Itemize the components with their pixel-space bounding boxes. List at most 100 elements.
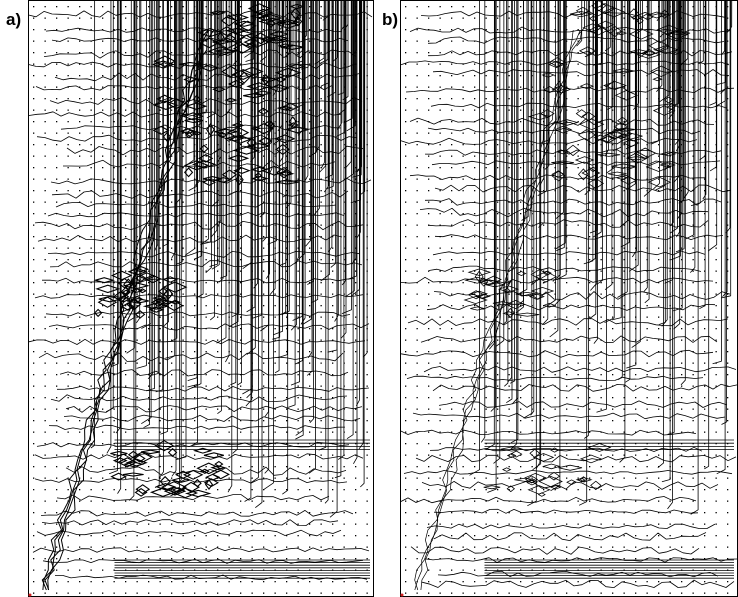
grid-dot: [182, 443, 184, 445]
grid-dot: [692, 351, 694, 353]
grid-dot: [194, 408, 196, 410]
grid-dot: [405, 558, 407, 560]
grid-dot: [286, 132, 288, 134]
grid-dot: [704, 17, 706, 19]
grid-dot: [286, 546, 288, 548]
grid-dot: [125, 155, 127, 157]
cluster-contour: [275, 143, 291, 156]
grid-dot: [692, 477, 694, 479]
grid-dot: [297, 29, 299, 31]
grid-dot: [113, 420, 115, 422]
grid-dot: [33, 535, 35, 537]
grid-dot: [485, 546, 487, 548]
grid-dot: [159, 52, 161, 54]
grid-dot: [416, 305, 418, 307]
grid-dot: [102, 408, 104, 410]
grid-dot: [286, 236, 288, 238]
grid-dot: [451, 178, 453, 180]
grid-dot: [589, 374, 591, 376]
grid-dot: [474, 6, 476, 8]
contour-line: [424, 198, 722, 206]
grid-dot: [451, 546, 453, 548]
grid-dot: [33, 328, 35, 330]
grid-dot: [125, 443, 127, 445]
grid-dot: [79, 305, 81, 307]
grid-dot: [727, 546, 729, 548]
grid-dot: [485, 109, 487, 111]
grid-dot: [366, 374, 368, 376]
front-line: [41, 29, 209, 591]
grid-dot: [286, 558, 288, 560]
contour-cell: [487, 0, 497, 493]
cluster-contour: [551, 160, 574, 165]
grid-dot: [102, 293, 104, 295]
cluster-contour: [526, 479, 538, 486]
grid-dot: [554, 374, 556, 376]
cluster-contour: [663, 96, 674, 104]
grid-dot: [297, 305, 299, 307]
grid-dot: [508, 408, 510, 410]
grid-dot: [692, 213, 694, 215]
contour-plot-a: [28, 0, 374, 597]
grid-dot: [658, 535, 660, 537]
cluster-contour: [548, 60, 565, 69]
grid-dot: [125, 466, 127, 468]
grid-dot: [136, 500, 138, 502]
grid-dot: [704, 270, 706, 272]
grid-dot: [182, 270, 184, 272]
grid-dot: [159, 339, 161, 341]
grid-dot: [658, 558, 660, 560]
cluster-contour: [581, 168, 601, 178]
grid-dot: [727, 270, 729, 272]
grid-dot: [704, 466, 706, 468]
contour-cell: [176, 0, 187, 460]
grid-dot: [263, 75, 265, 77]
grid-dot: [194, 500, 196, 502]
grid-dot: [543, 420, 545, 422]
grid-dot: [251, 489, 253, 491]
grid-dot: [681, 213, 683, 215]
grid-dot: [159, 178, 161, 180]
contour-cell: [147, 0, 154, 380]
grid-dot: [79, 374, 81, 376]
grid-dot: [428, 86, 430, 88]
grid-dot: [171, 523, 173, 525]
contour-cell: [281, 0, 287, 316]
cluster-contour: [224, 97, 238, 103]
cluster-contour: [199, 144, 209, 153]
cluster-contour: [155, 94, 174, 104]
grid-dot: [263, 109, 265, 111]
grid-dot: [623, 546, 625, 548]
grid-dot: [681, 466, 683, 468]
grid-dot: [286, 293, 288, 295]
cluster-contour: [162, 281, 188, 293]
grid-dot: [692, 466, 694, 468]
cluster-contour: [506, 485, 516, 493]
grid-dot: [332, 408, 334, 410]
grid-dot: [56, 270, 58, 272]
grid-dot: [658, 293, 660, 295]
grid-dot: [715, 454, 717, 456]
grid-dot: [90, 155, 92, 157]
grid-dot: [297, 443, 299, 445]
grid-dot: [428, 477, 430, 479]
grid-dot: [217, 523, 219, 525]
grid-dot: [171, 109, 173, 111]
grid-dot: [727, 155, 729, 157]
grid-dot: [136, 305, 138, 307]
grid-dot: [33, 178, 35, 180]
grid-dot: [692, 132, 694, 134]
grid-dot: [646, 592, 648, 594]
grid-dot: [355, 535, 357, 537]
grid-dot: [309, 374, 311, 376]
cluster-contour: [275, 179, 299, 185]
contour-cell: [228, 0, 239, 328]
grid-dot: [405, 236, 407, 238]
contour-cell: [493, 0, 501, 464]
grid-dot: [623, 420, 625, 422]
grid-dot: [171, 6, 173, 8]
grid-dot: [566, 477, 568, 479]
grid-dot: [554, 86, 556, 88]
grid-dot: [182, 362, 184, 364]
grid-dot: [727, 523, 729, 525]
